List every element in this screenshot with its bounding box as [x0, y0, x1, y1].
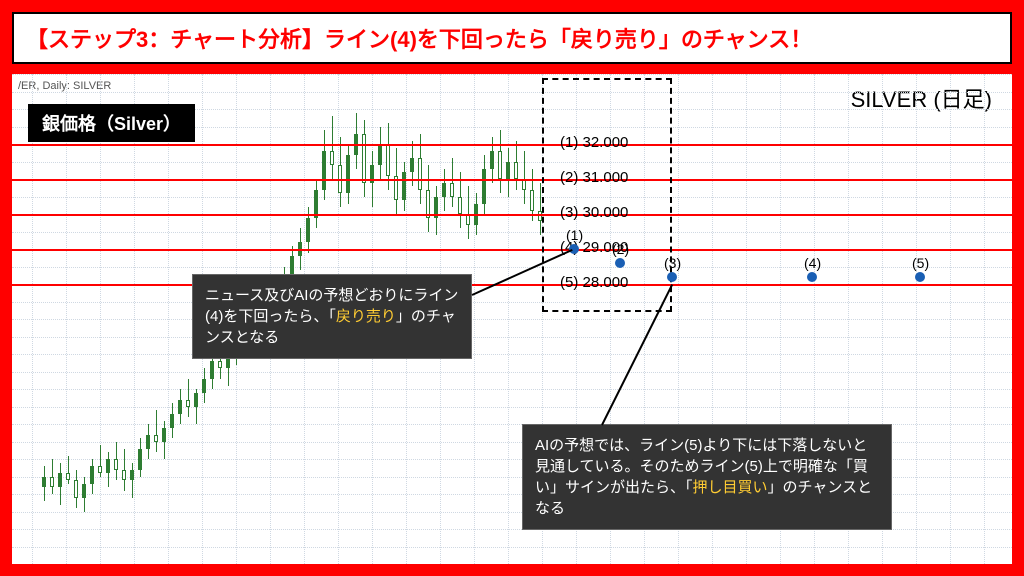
forecast-label: (5) — [912, 255, 929, 271]
forecast-label: (3) — [664, 255, 681, 271]
forecast-label: (1) — [566, 227, 583, 243]
chart-container: /ER, Daily: SILVER SILVER (日足) 銀価格（Silve… — [12, 74, 1012, 564]
asset-label: 銀価格（Silver） — [28, 104, 195, 142]
forecast-dot — [615, 258, 625, 268]
title-text: 【ステップ3：チャート分析】ライン(4)を下回ったら「戻り売り」のチャンス！ — [26, 22, 998, 54]
forecast-label: (2) — [612, 241, 629, 257]
price-line — [12, 144, 1012, 146]
title-bar: 【ステップ3：チャート分析】ライン(4)を下回ったら「戻り売り」のチャンス！ — [12, 12, 1012, 64]
price-line — [12, 249, 1012, 251]
forecast-dot — [807, 272, 817, 282]
callout: AIの予想では、ライン(5)より下には下落しないと見通している。そのためライン(… — [522, 424, 892, 530]
price-line — [12, 284, 1012, 286]
callout: ニュース及びAIの予想どおりにライン(4)を下回ったら、「戻り売り」のチャンスと… — [192, 274, 472, 359]
forecast-dot — [915, 272, 925, 282]
forecast-label: (4) — [804, 255, 821, 271]
dashed-box — [542, 78, 672, 313]
forecast-dot — [667, 272, 677, 282]
price-line — [12, 179, 1012, 181]
outer-frame: 【ステップ3：チャート分析】ライン(4)を下回ったら「戻り売り」のチャンス！ /… — [0, 0, 1024, 576]
price-line — [12, 214, 1012, 216]
